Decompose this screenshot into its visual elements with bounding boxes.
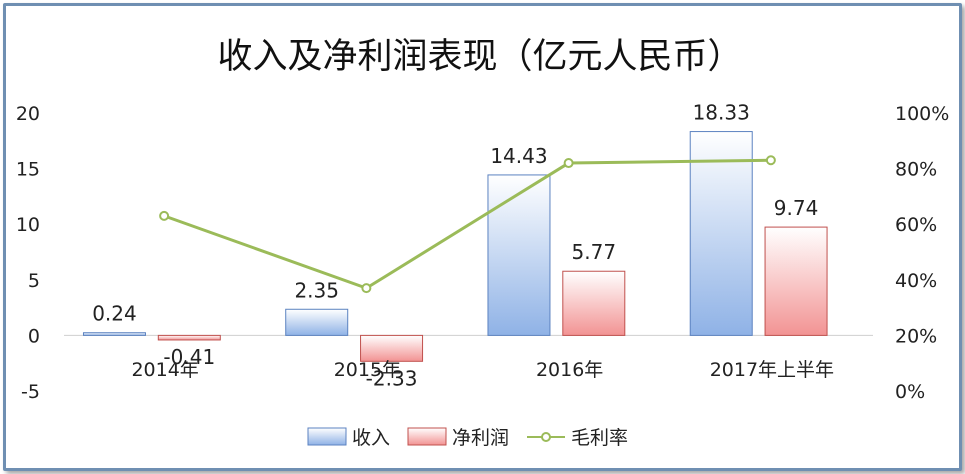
data-label: 5.77 — [572, 240, 617, 264]
line-point — [563, 158, 574, 169]
legend-label: 收入 — [352, 427, 390, 449]
bar-net-profit — [360, 334, 424, 362]
x-category-label: 2014年 — [131, 359, 198, 381]
x-category-label: 2015年 — [334, 359, 401, 381]
legend-marker — [541, 432, 551, 442]
x-category-label: 2017年上半年 — [710, 359, 834, 381]
bar-net-profit — [562, 270, 626, 336]
bar-revenue — [285, 308, 349, 336]
y-left-tick-label: 10 — [16, 214, 40, 236]
legend-item: 收入 — [307, 427, 390, 449]
legend-swatch — [307, 427, 347, 446]
y-right-tick-label: 0% — [895, 381, 925, 403]
data-label: 14.43 — [490, 144, 547, 168]
y-left-tick-label: 5 — [28, 270, 40, 292]
y-right-tick-label: 80% — [895, 159, 937, 181]
bar-net-profit — [764, 226, 828, 336]
y-left-tick-label: 0 — [28, 325, 40, 347]
line-point — [159, 210, 170, 221]
data-label: 9.74 — [774, 196, 819, 220]
bar-revenue — [689, 131, 753, 336]
data-label: 0.24 — [92, 302, 137, 326]
data-label: 18.33 — [693, 101, 750, 125]
data-label: -2.33 — [366, 366, 418, 390]
line-point — [361, 283, 372, 294]
legend-swatch — [407, 427, 447, 446]
line-point — [765, 155, 776, 166]
legend-label: 毛利率 — [571, 427, 628, 449]
data-label: -0.41 — [163, 345, 215, 369]
data-label: 2.35 — [294, 278, 339, 302]
legend-label: 净利润 — [452, 427, 509, 449]
x-category-label: 2016年 — [536, 359, 603, 381]
bar-net-profit — [157, 334, 221, 341]
bar-revenue — [487, 174, 551, 336]
y-right-tick-label: 20% — [895, 325, 937, 347]
y-right-tick-label: 100% — [895, 103, 949, 125]
legend-item: 净利润 — [407, 427, 509, 449]
y-right-tick-label: 60% — [895, 214, 937, 236]
line-gross-margin — [163, 158, 771, 290]
y-right-tick-label: 40% — [895, 270, 937, 292]
y-left-tick-label: 15 — [16, 159, 40, 181]
legend-item: 毛利率 — [527, 427, 628, 449]
y-left-tick-label: 20 — [16, 103, 40, 125]
bar-revenue — [82, 332, 146, 336]
chart-title: 收入及净利润表现（亿元人民币） — [217, 37, 742, 77]
y-left-tick-label: -5 — [21, 381, 40, 403]
